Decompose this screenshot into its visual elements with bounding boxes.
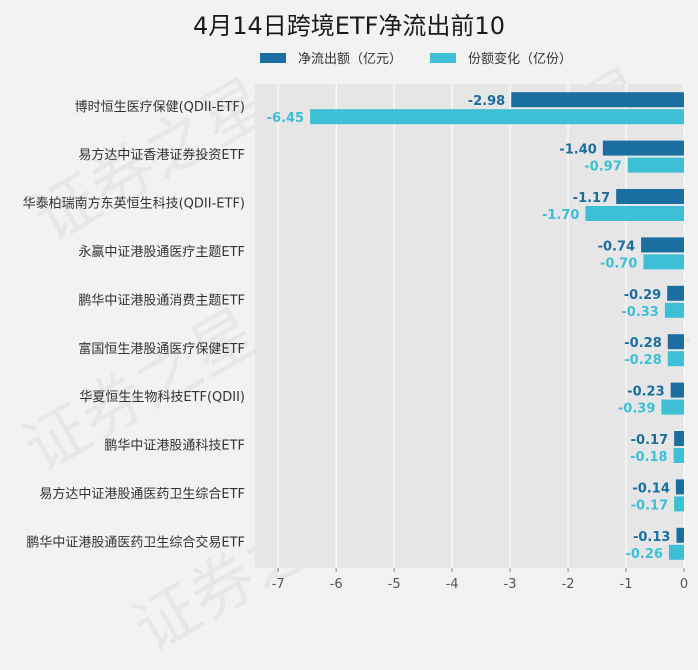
bar-series-1 bbox=[667, 285, 684, 301]
data-label-series-2: -0.26 bbox=[625, 547, 662, 562]
data-label-series-2: -1.70 bbox=[542, 208, 579, 223]
data-label-series-2: -0.97 bbox=[584, 160, 621, 175]
data-label-series-1: -1.17 bbox=[573, 191, 610, 206]
x-tick-label: 0 bbox=[680, 577, 688, 592]
category-label: 鹏华中证港股通医药卫生综合交易ETF bbox=[26, 534, 245, 550]
bar-series-1 bbox=[676, 527, 684, 543]
data-label-series-2: -0.70 bbox=[600, 256, 637, 271]
bar-chart: -7 -6 -5 -4 -3 -2 -1 0 博时恒生医疗保健(QDII-ETF) -2.98 -6… bbox=[23, 84, 688, 592]
category-label: 华泰柏瑞南方东英恒生科技(QDII-ETF) bbox=[23, 196, 245, 212]
category-label: 博时恒生医疗保健(QDII-ETF) bbox=[75, 100, 245, 115]
legend: 净流出额（亿元） 份额变化（亿份） bbox=[260, 48, 600, 67]
bar-series-2 bbox=[668, 544, 684, 560]
data-label-series-1: -0.28 bbox=[624, 336, 661, 351]
data-label-series-1: -0.74 bbox=[598, 239, 635, 254]
bar-series-2 bbox=[310, 109, 684, 125]
bar-series-2 bbox=[664, 302, 684, 318]
category-label: 华夏恒生生物科技ETF(QDII) bbox=[79, 390, 245, 405]
category-label: 鹏华中证港股通消费主题ETF bbox=[78, 293, 245, 308]
legend-swatch-series-1 bbox=[260, 52, 286, 63]
bar-series-2 bbox=[674, 496, 684, 512]
category-label: 鹏华中证港股通科技ETF bbox=[104, 439, 245, 454]
bar-series-1 bbox=[641, 237, 684, 253]
bar-series-2 bbox=[661, 399, 684, 415]
x-tick-label: -7 bbox=[272, 577, 285, 592]
bar-series-1 bbox=[675, 479, 684, 495]
chart-title: 4月14日跨境ETF净流出前10 bbox=[193, 12, 505, 40]
data-label-series-1: -0.29 bbox=[624, 288, 661, 303]
data-label-series-2: -0.17 bbox=[631, 498, 668, 513]
bar-series-1 bbox=[616, 189, 684, 204]
data-label-series-2: -6.45 bbox=[267, 111, 304, 126]
legend-item-series-1: 净流出额（亿元） bbox=[260, 48, 402, 67]
category-label: 永赢中证港股通医疗主题ETF bbox=[78, 244, 245, 260]
bar-series-1 bbox=[667, 334, 684, 350]
plot-area bbox=[255, 84, 684, 568]
bar-series-1 bbox=[670, 382, 684, 398]
data-label-series-2: -0.39 bbox=[618, 402, 655, 417]
data-label-series-1: -0.23 bbox=[627, 385, 664, 400]
data-label-series-1: -0.13 bbox=[633, 530, 670, 545]
legend-label-series-2: 份额变化（亿份） bbox=[468, 52, 573, 67]
bar-series-2 bbox=[585, 206, 684, 221]
data-label-series-1: -0.14 bbox=[632, 481, 669, 496]
x-tick-label: -2 bbox=[562, 577, 575, 592]
data-label-series-1: -1.40 bbox=[559, 143, 596, 158]
x-tick-label: -6 bbox=[330, 577, 343, 592]
bar-series-1 bbox=[602, 140, 684, 156]
bar-series-1 bbox=[674, 431, 684, 446]
category-label: 易方达中证港股通医药卫生综合ETF bbox=[39, 486, 245, 502]
data-label-series-2: -0.28 bbox=[624, 353, 661, 368]
bar-series-2 bbox=[643, 254, 684, 270]
x-tick-label: -1 bbox=[620, 577, 633, 592]
x-tick-label: -4 bbox=[446, 577, 459, 592]
legend-item-series-2: 份额变化（亿份） bbox=[430, 48, 572, 67]
bar-series-2 bbox=[667, 351, 684, 367]
data-label-series-1: -2.98 bbox=[468, 94, 505, 109]
data-label-series-2: -0.18 bbox=[630, 450, 667, 465]
legend-swatch-series-2 bbox=[430, 52, 457, 63]
data-label-series-1: -0.17 bbox=[631, 433, 668, 448]
data-label-series-2: -0.33 bbox=[621, 305, 658, 320]
x-tick-label: -3 bbox=[504, 577, 517, 592]
category-label: 易方达中证香港证券投资ETF bbox=[78, 147, 245, 163]
bar-series-1 bbox=[511, 92, 684, 108]
legend-label-series-1: 净流出额（亿元） bbox=[298, 52, 403, 67]
x-tick-label: -5 bbox=[388, 577, 401, 592]
category-label: 富国恒生港股通医疗保健ETF bbox=[78, 341, 245, 357]
bar-series-2 bbox=[673, 448, 684, 463]
bar-series-2 bbox=[627, 157, 684, 173]
